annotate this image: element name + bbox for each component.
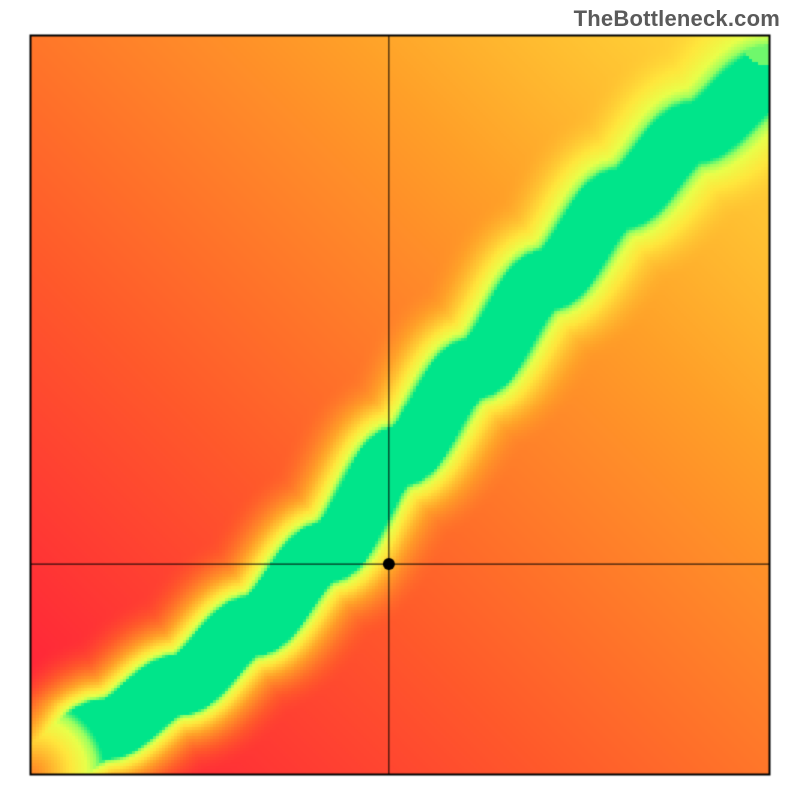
watermark-text: TheBottleneck.com <box>574 6 780 32</box>
heatmap-canvas <box>0 0 800 800</box>
chart-container: TheBottleneck.com <box>0 0 800 800</box>
